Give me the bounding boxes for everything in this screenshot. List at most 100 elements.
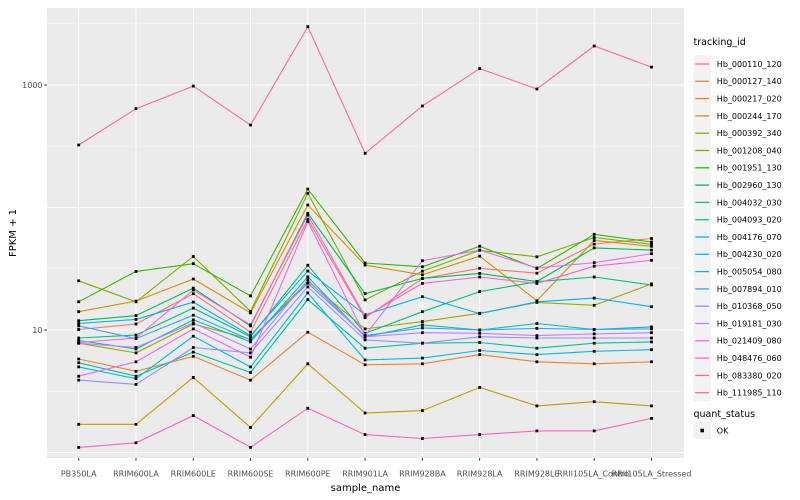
data-point — [77, 446, 81, 449]
data-point — [592, 246, 596, 250]
data-point — [535, 255, 539, 259]
data-point — [363, 358, 367, 362]
data-point — [592, 328, 596, 331]
data-point — [363, 346, 367, 350]
legend-entry-label: Hb_000392_340 — [717, 129, 782, 138]
data-point — [592, 362, 596, 366]
data-point — [535, 271, 539, 275]
data-point — [478, 386, 482, 389]
data-point — [306, 25, 310, 29]
data-point — [306, 280, 310, 283]
data-point — [77, 341, 81, 344]
data-point — [134, 374, 138, 378]
axis-ticks-and-labels: 10 1000 PB350LA RRIM600LA RRIM600LE RRIM600SE… — [22, 81, 691, 479]
data-point — [134, 314, 138, 317]
data-point — [77, 339, 81, 342]
data-point — [650, 252, 653, 256]
data-point — [77, 279, 81, 283]
data-point — [535, 300, 539, 304]
data-point — [249, 426, 252, 429]
data-point — [191, 306, 195, 310]
data-point — [535, 346, 539, 350]
data-point — [306, 406, 310, 410]
data-point — [535, 327, 539, 330]
data-point — [478, 353, 482, 356]
data-point — [478, 67, 482, 70]
legend-entry-label: Hb_111985_110 — [717, 389, 782, 398]
data-point — [134, 441, 138, 445]
data-point — [191, 350, 195, 354]
data-point — [592, 261, 596, 265]
legend-entry-label: Hb_000127_140 — [717, 77, 782, 86]
data-point — [77, 319, 81, 323]
data-point — [134, 422, 138, 426]
data-point — [650, 331, 653, 335]
data-point — [77, 365, 81, 369]
data-point — [363, 327, 367, 331]
data-point — [249, 334, 252, 337]
x-tick-label: RRIM600LA — [113, 470, 159, 479]
data-point — [363, 263, 367, 267]
data-point — [191, 84, 195, 88]
data-point — [77, 336, 81, 340]
data-point — [249, 294, 252, 298]
data-point — [478, 312, 482, 315]
x-tick-label: RRIM600LE — [171, 470, 216, 479]
data-point — [421, 295, 424, 299]
data-point — [306, 187, 310, 191]
data-point — [249, 323, 252, 327]
data-point — [592, 400, 596, 404]
x-tick-label: RRIM928BA — [399, 470, 446, 479]
data-point — [77, 422, 81, 426]
data-point — [421, 323, 424, 327]
legend-entry-label: Hb_004032_030 — [717, 198, 782, 207]
data-point — [478, 272, 482, 275]
legend-entry-label: Hb_000217_020 — [717, 95, 782, 104]
data-point — [535, 336, 539, 340]
data-point — [306, 298, 310, 301]
legend-entry-label: Hb_021409_080 — [717, 337, 782, 346]
data-point — [421, 437, 424, 440]
legend-tracking-title: tracking_id — [694, 37, 746, 48]
x-tick-label: RRIM600SE — [228, 470, 274, 479]
data-point — [421, 341, 424, 345]
data-point — [306, 263, 310, 267]
data-point — [421, 331, 424, 335]
data-point — [191, 288, 195, 292]
legend-quant-title: quant_status — [694, 409, 756, 420]
data-point — [306, 220, 310, 223]
data-point — [191, 414, 195, 417]
data-point — [191, 346, 195, 349]
data-point — [306, 281, 310, 285]
data-point — [592, 296, 596, 300]
data-point — [134, 383, 138, 386]
data-point — [249, 355, 252, 359]
data-point — [650, 336, 653, 340]
data-point — [191, 262, 195, 266]
legend-entry-label: Hb_004230_020 — [717, 250, 782, 259]
data-point — [650, 65, 653, 69]
data-point — [134, 369, 138, 373]
data-point — [535, 429, 539, 433]
x-tick-label: RRIM901LA — [342, 470, 388, 479]
data-point — [421, 282, 424, 285]
data-point — [592, 236, 596, 239]
data-point — [249, 378, 252, 382]
data-point — [592, 242, 596, 246]
legend-entry-label: Hb_002960_130 — [717, 181, 782, 190]
data-point — [421, 269, 424, 273]
data-point — [535, 322, 539, 325]
data-point — [592, 349, 596, 353]
data-point — [191, 327, 195, 331]
data-point — [77, 374, 81, 378]
data-point — [363, 315, 367, 318]
data-point — [478, 254, 482, 258]
data-point — [363, 313, 367, 317]
data-point — [421, 320, 424, 323]
data-point — [77, 328, 81, 331]
data-point — [134, 318, 138, 321]
data-point — [478, 248, 482, 252]
data-point — [77, 143, 81, 147]
data-point — [421, 310, 424, 314]
